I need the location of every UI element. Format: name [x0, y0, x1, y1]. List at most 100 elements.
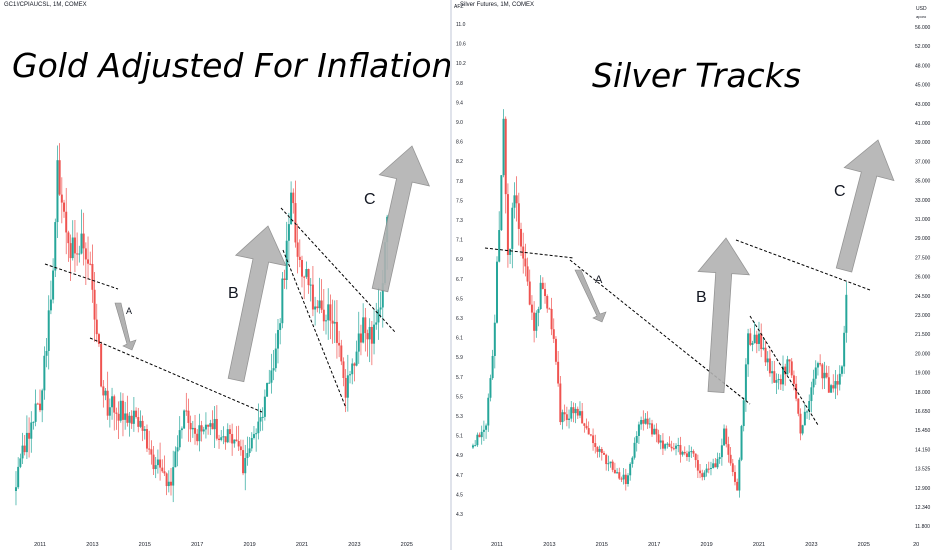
candle-body — [840, 366, 843, 374]
candle-body — [701, 473, 704, 478]
right-chart-panel: Silver Futures, 1M, COMEX AFZ USD aporo … — [452, 0, 932, 550]
candle-body — [261, 416, 264, 418]
candle-body — [758, 333, 760, 344]
candle-body — [618, 472, 621, 479]
candle-body — [773, 371, 776, 383]
candle-body — [270, 370, 273, 383]
right-axis-tick-label: 41.000 — [915, 121, 931, 127]
candle-body — [782, 366, 785, 385]
candle-body — [314, 306, 317, 310]
candle-body — [766, 358, 769, 363]
candle-body — [819, 363, 822, 365]
candle-body — [355, 351, 358, 366]
left-axis-tick-label: 8.2 — [456, 159, 463, 165]
right-axis-tick-label: 56.000 — [915, 25, 931, 31]
candle-body — [283, 278, 286, 280]
candle-body — [252, 434, 255, 438]
candle-body — [242, 450, 245, 474]
x-axis-tick-label: 20 — [913, 542, 919, 548]
candle-body — [87, 259, 90, 264]
candle-body — [583, 423, 586, 426]
candle-body — [631, 457, 634, 464]
candle-body — [294, 203, 297, 243]
grey-arrow — [835, 139, 895, 273]
candle-body — [535, 312, 538, 331]
candle-body — [812, 378, 815, 388]
left-axis-tick-label: 6.5 — [456, 296, 463, 302]
candle-body — [296, 242, 299, 257]
candle-body — [359, 333, 362, 343]
candle-body — [290, 192, 293, 225]
candle-body — [653, 428, 656, 435]
right-axis-tick-label: 33.000 — [915, 198, 931, 204]
candle-body — [522, 246, 525, 259]
x-axis-tick-label: 2019 — [700, 542, 712, 548]
candle-body — [366, 333, 369, 340]
right-axis-tick-label: 45.000 — [915, 83, 931, 89]
candle-body — [530, 304, 533, 313]
left-axis-tick-label: 9.4 — [456, 100, 463, 106]
candle-body — [335, 321, 338, 343]
candle-body — [611, 461, 614, 470]
candle-body — [648, 423, 651, 425]
candle-body — [845, 294, 848, 333]
candle-body — [84, 248, 87, 260]
left-axis-tick-label: 9.8 — [456, 81, 463, 87]
x-axis-tick-label: 2011 — [34, 542, 46, 548]
candle-body — [799, 413, 802, 434]
left-axis-unit: AFZ — [454, 4, 464, 10]
left-axis-tick-label: 7.8 — [456, 179, 463, 185]
candle-body — [696, 460, 699, 471]
candle-body — [633, 442, 636, 458]
right-axis-tick-label: 21.500 — [915, 332, 931, 338]
candle-body — [180, 428, 183, 431]
candle-body — [130, 415, 133, 424]
candle-body — [36, 403, 39, 405]
candle-body — [491, 355, 494, 379]
candle-body — [235, 439, 238, 441]
right-axis-tick-label: 12.900 — [915, 486, 931, 492]
candle-body — [220, 437, 223, 440]
candle-body — [119, 400, 122, 421]
candle-body — [572, 407, 575, 414]
candle-body — [368, 326, 371, 340]
candle-body — [124, 413, 127, 420]
candle-body — [69, 243, 72, 259]
candle-body — [71, 237, 74, 259]
annotation-label-c: C — [834, 183, 846, 200]
candle-body — [76, 253, 79, 255]
candle-body — [565, 414, 568, 420]
candle-body — [581, 411, 584, 424]
candle-body — [91, 263, 94, 290]
candle-body — [276, 329, 279, 349]
candle-body — [351, 363, 354, 375]
candle-body — [825, 372, 828, 378]
candle-body — [239, 446, 242, 451]
right-chart-header: Silver Futures, 1M, COMEX — [460, 2, 535, 8]
candle-body — [476, 434, 479, 446]
candle-body — [589, 434, 592, 436]
candle-body — [215, 418, 218, 439]
right-axis-tick-label: 16.650 — [915, 409, 931, 415]
candle-body — [685, 453, 688, 457]
candle-body — [629, 463, 632, 476]
candle-body — [620, 478, 623, 480]
right-axis-tick-label: 48.000 — [915, 63, 931, 69]
candle-body — [609, 461, 612, 464]
candle-body — [823, 372, 826, 379]
candle-body — [309, 284, 312, 286]
candle-body — [779, 378, 782, 385]
candle-body — [353, 363, 356, 366]
candle-body — [613, 469, 616, 474]
right-axis-tick-label: 23.000 — [915, 313, 931, 319]
candle-body — [616, 472, 619, 474]
candle-body — [266, 383, 269, 397]
candle-body — [493, 322, 496, 356]
candle-body — [764, 347, 767, 363]
x-axis-tick-label: 2017 — [191, 542, 203, 548]
candle-body — [159, 459, 162, 468]
candle-body — [753, 334, 756, 344]
candle-body — [496, 261, 498, 323]
candle-body — [117, 413, 120, 421]
candle-body — [329, 304, 332, 321]
